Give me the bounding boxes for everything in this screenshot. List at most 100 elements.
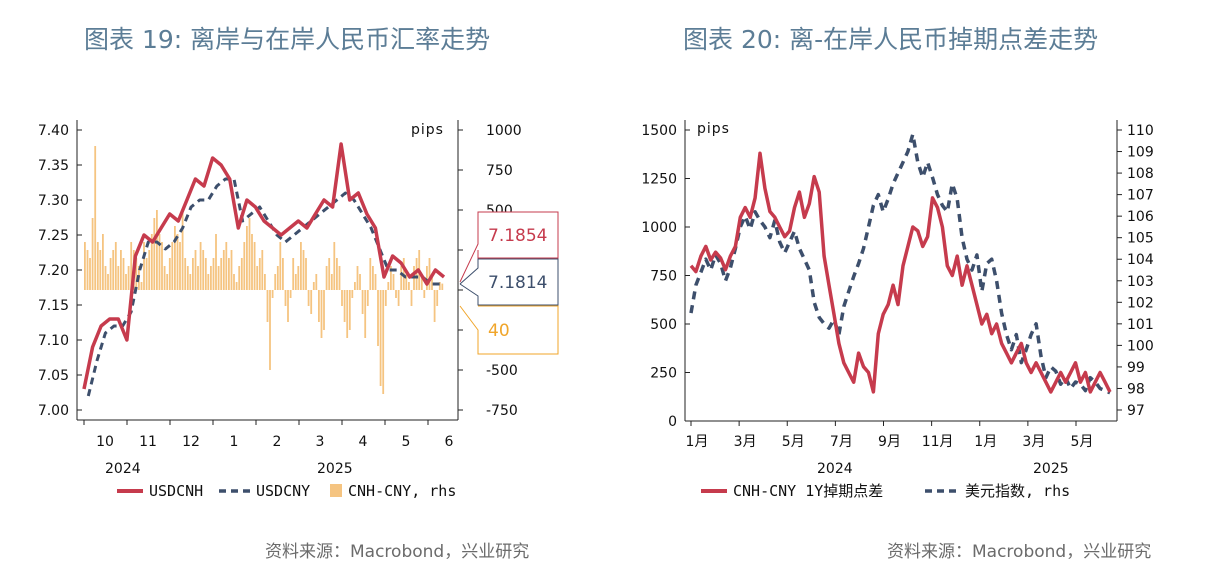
right-x-tick-label: 11月 <box>922 434 954 450</box>
cnh-cny-bar <box>318 290 320 322</box>
cnh-cny-bar <box>192 258 194 290</box>
right-x-tick-label: 3月 <box>1022 434 1045 450</box>
right-y-tick-label: 750 <box>650 269 677 285</box>
left-y-tick-label: 7.15 <box>38 298 69 314</box>
cnh-cny-bar <box>199 242 202 290</box>
left-y-tick-label: 7.05 <box>38 368 69 384</box>
cnh-cny-bar <box>258 258 261 290</box>
cnh-cny-bar <box>148 250 151 290</box>
cnh-cny-bar <box>135 258 138 290</box>
right-right-tick-label: 107 <box>1127 188 1154 204</box>
cnh-cny-bar <box>369 258 372 290</box>
left-x-tick-label: 11 <box>139 434 157 450</box>
cnh-cny-bar <box>346 290 349 338</box>
legend-usdcny-label: USDCNY <box>256 482 310 500</box>
cnh-cny-bar <box>374 274 377 290</box>
cnh-cny-bar <box>423 290 426 298</box>
left-x-tick-label: 10 <box>96 434 114 450</box>
cnh-cny-bar <box>289 290 292 298</box>
cnh-cny-bar <box>282 258 284 290</box>
cnh-cny-bar <box>246 226 248 290</box>
cnh-cny-bar <box>145 258 148 290</box>
cnh-cny-bar <box>150 234 153 290</box>
right-right-tick-label: 106 <box>1127 209 1154 225</box>
cnh-cny-bar <box>243 242 246 290</box>
cnh-cny-bar <box>315 274 318 290</box>
right-y-tick-label: 0 <box>668 414 677 430</box>
chart-title-left: 图表 19: 离岸与在岸人民币汇率走势 <box>84 25 491 54</box>
cnh-cny-bar <box>364 290 367 338</box>
cnh-cny-bar <box>130 242 133 290</box>
cnh-cny-bar <box>264 274 266 290</box>
cnh-cny-bar <box>207 274 210 290</box>
cnh-cny-bar <box>341 290 343 306</box>
cnh-cny-bar <box>181 210 184 290</box>
cnh-cny-bar <box>420 274 423 290</box>
cnh-cny-bar <box>325 266 328 290</box>
source-note-right: 资料来源：Macrobond，兴业研究 <box>887 542 1152 562</box>
left-x-tick-label: 4 <box>359 434 368 450</box>
right-x-tick-label: 5月 <box>782 434 805 450</box>
cnh-cny-bar <box>431 274 433 290</box>
cnh-cny-bar <box>96 242 99 290</box>
chart-title-right: 图表 20: 离-在岸人民币掉期点差走势 <box>683 25 1099 54</box>
cnh-cny-bar <box>312 282 315 290</box>
cnh-cny-bar <box>400 266 403 290</box>
cnh-cny-bar <box>415 258 418 290</box>
cnh-cny-bar <box>354 282 356 290</box>
cnh-cny-bar <box>248 218 251 290</box>
cnh-cny-bar <box>338 266 341 290</box>
right-y-tick-label: 250 <box>650 366 677 382</box>
cnh-cny-bar <box>266 290 269 322</box>
cnh-cny-bar <box>294 274 297 290</box>
left-x-tick-label: 12 <box>182 434 200 450</box>
left-right-tick-label: 1000 <box>486 123 522 139</box>
cnh-cny-bar <box>84 242 86 290</box>
cnh-cny-bar <box>284 290 287 306</box>
cnh-cny-bar <box>361 290 364 314</box>
cnh-cny-bar <box>117 266 120 290</box>
cnh-cny-bar <box>109 258 112 290</box>
cnh-cny-bar <box>397 290 400 306</box>
left-x-tick-label: 1 <box>230 434 239 450</box>
cnh-cny-bar <box>104 266 107 290</box>
cnh-cny-bar <box>323 290 325 330</box>
right-x-tick-label: 3月 <box>734 434 757 450</box>
cnh-cny-bar <box>220 258 223 290</box>
right-left-axis-unit: pips <box>697 121 730 137</box>
right-x-tick-label: 1月 <box>686 434 709 450</box>
cnh-cny-bar <box>328 258 331 290</box>
cnh-cny-bar <box>107 274 109 290</box>
right-chart: 1500 1250 1000 750 500 250 0 110 109 108 107 106 10… <box>641 120 1154 500</box>
cnh-cny-bar <box>86 250 89 290</box>
cnh-cny-bar <box>163 266 166 290</box>
right-legend: CNH-CNY 1Y掉期点差 美元指数, rhs <box>701 482 1070 500</box>
cnh-cny-bar <box>441 283 444 290</box>
callout-usdcny-value: 7.1814 <box>488 273 547 293</box>
cnh-cny-bar <box>222 250 225 290</box>
cnh-cny-bar <box>307 290 310 306</box>
cnh-cny-bar <box>356 266 359 290</box>
cnh-cny-bar <box>186 266 189 290</box>
usdcnh-line <box>82 142 446 390</box>
cnh-cny-bar <box>102 234 104 290</box>
cnh-cny-bar <box>382 290 385 394</box>
left-year-label-2025: 2025 <box>317 461 353 477</box>
left-y-tick-label: 7.10 <box>38 333 69 349</box>
right-right-tick-label: 100 <box>1127 338 1154 354</box>
right-right-tick-label: 103 <box>1127 274 1154 290</box>
right-y-tick-label: 1500 <box>641 123 677 139</box>
cnh-cny-bar <box>377 290 379 346</box>
right-year-label-2024: 2024 <box>817 461 853 477</box>
cnh-cny-bar <box>158 234 161 290</box>
right-right-tick-label: 97 <box>1127 403 1145 419</box>
cnh-cny-bar <box>366 290 369 306</box>
cnh-cny-bar <box>292 258 295 290</box>
cnh-cny-bar <box>91 218 94 290</box>
right-y-tick-label: 500 <box>650 317 677 333</box>
legend-cnh-cny-swatch <box>330 484 342 497</box>
left-chart: 7.40 7.35 7.30 7.25 7.20 7.15 7.10 7.05 7.00 100… <box>38 120 559 500</box>
cnh-cny-bar <box>433 290 436 322</box>
cnh-cny-bar <box>410 290 413 306</box>
cnh-cny-bar <box>359 274 361 290</box>
